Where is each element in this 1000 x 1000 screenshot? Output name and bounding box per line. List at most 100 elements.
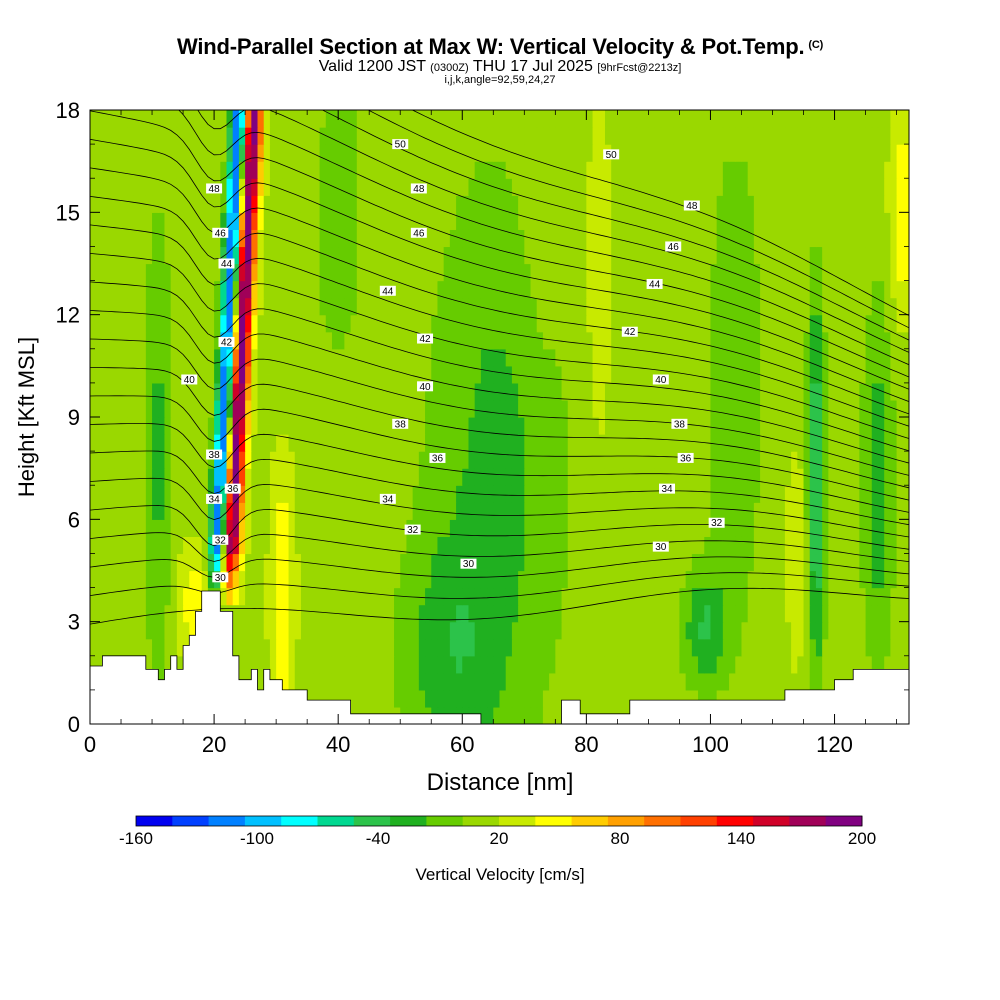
velocity-cell — [710, 314, 718, 333]
velocity-cell — [871, 348, 879, 367]
velocity-cell — [809, 161, 817, 179]
velocity-cell — [300, 314, 308, 333]
velocity-cell — [896, 297, 904, 316]
velocity-cell — [102, 570, 110, 589]
velocity-cell — [170, 536, 178, 555]
velocity-cell — [598, 519, 606, 537]
velocity-cell — [648, 417, 656, 435]
velocity-cell — [722, 161, 730, 179]
velocity-cell — [499, 195, 507, 213]
velocity-cell — [524, 604, 532, 623]
velocity-cell — [511, 485, 519, 503]
velocity-cell — [195, 451, 203, 469]
velocity-cell — [214, 417, 221, 435]
velocity-cell — [772, 536, 780, 555]
velocity-cell — [530, 399, 538, 418]
velocity-cell — [549, 434, 556, 452]
velocity-cell — [127, 314, 135, 333]
velocity-cell — [276, 553, 283, 572]
velocity-cell — [747, 178, 755, 196]
velocity-cell — [319, 502, 327, 520]
velocity-cell — [387, 434, 395, 452]
velocity-cell — [679, 570, 687, 589]
velocity-cell — [642, 365, 649, 384]
velocity-cell — [524, 212, 532, 230]
velocity-cell — [542, 127, 550, 145]
chart-title: Wind-Parallel Section at Max W: Vertical… — [0, 36, 1000, 58]
velocity-cell — [331, 502, 339, 520]
velocity-cell — [822, 314, 829, 333]
velocity-cell — [840, 365, 848, 384]
velocity-cell — [859, 553, 867, 572]
velocity-cell — [828, 519, 836, 537]
velocity-cell — [499, 246, 507, 265]
velocity-cell — [263, 434, 271, 452]
velocity-cell — [667, 502, 674, 520]
velocity-cell — [381, 468, 389, 486]
velocity-cell — [604, 536, 612, 555]
velocity-cell — [356, 246, 364, 265]
velocity-cell — [325, 144, 333, 162]
velocity-cell — [518, 417, 525, 435]
velocity-cell — [735, 434, 743, 452]
velocity-cell — [238, 297, 246, 316]
velocity-cell — [772, 468, 780, 486]
velocity-cell — [642, 195, 649, 213]
velocity-cell — [164, 297, 172, 316]
velocity-cell — [704, 621, 712, 640]
velocity-cell — [561, 587, 569, 606]
velocity-cell — [865, 382, 873, 401]
velocity-cell — [338, 570, 345, 589]
velocity-cell — [375, 348, 383, 367]
velocity-cell — [704, 280, 712, 299]
velocity-cell — [350, 348, 358, 367]
velocity-cell — [139, 297, 147, 316]
velocity-cell — [499, 604, 507, 623]
velocity-cell — [282, 434, 290, 452]
velocity-cell — [691, 502, 699, 520]
velocity-cell — [549, 348, 556, 367]
velocity-cell — [809, 144, 817, 162]
velocity-cell — [524, 229, 532, 248]
velocity-cell — [313, 451, 321, 469]
velocity-cell — [375, 110, 383, 128]
velocity-cell — [456, 365, 463, 384]
velocity-cell — [220, 178, 228, 196]
velocity-cell — [425, 314, 432, 333]
velocity-cell — [245, 110, 252, 128]
velocity-cell — [549, 536, 556, 555]
velocity-cell — [834, 434, 842, 452]
velocity-cell — [617, 570, 625, 589]
velocity-cell — [474, 434, 482, 452]
velocity-cell — [437, 161, 445, 179]
velocity-cell — [487, 365, 494, 384]
velocity-cell — [257, 144, 265, 162]
velocity-cell — [499, 536, 507, 555]
theta-label: 30 — [655, 542, 667, 553]
velocity-cell — [722, 382, 730, 401]
velocity-cell — [586, 331, 594, 350]
velocity-cell — [828, 468, 836, 486]
velocity-cell — [722, 178, 730, 196]
velocity-cell — [468, 399, 476, 418]
velocity-cell — [592, 587, 600, 606]
velocity-cell — [499, 468, 507, 486]
velocity-cell — [493, 263, 501, 282]
velocity-cell — [760, 417, 767, 435]
velocity-cell — [356, 689, 364, 708]
velocity-cell — [592, 229, 600, 248]
velocity-cell — [251, 399, 259, 418]
velocity-cell — [139, 314, 147, 333]
velocity-cell — [257, 263, 265, 282]
velocity-cell — [325, 536, 333, 555]
velocity-cell — [542, 399, 550, 418]
velocity-cell — [710, 689, 718, 708]
velocity-cell — [462, 195, 470, 213]
velocity-cell — [369, 110, 376, 128]
velocity-cell — [791, 570, 798, 589]
velocity-cell — [778, 468, 786, 486]
velocity-cell — [729, 382, 736, 401]
velocity-cell — [753, 553, 761, 572]
velocity-cell — [741, 110, 749, 128]
velocity-cell — [102, 553, 110, 572]
